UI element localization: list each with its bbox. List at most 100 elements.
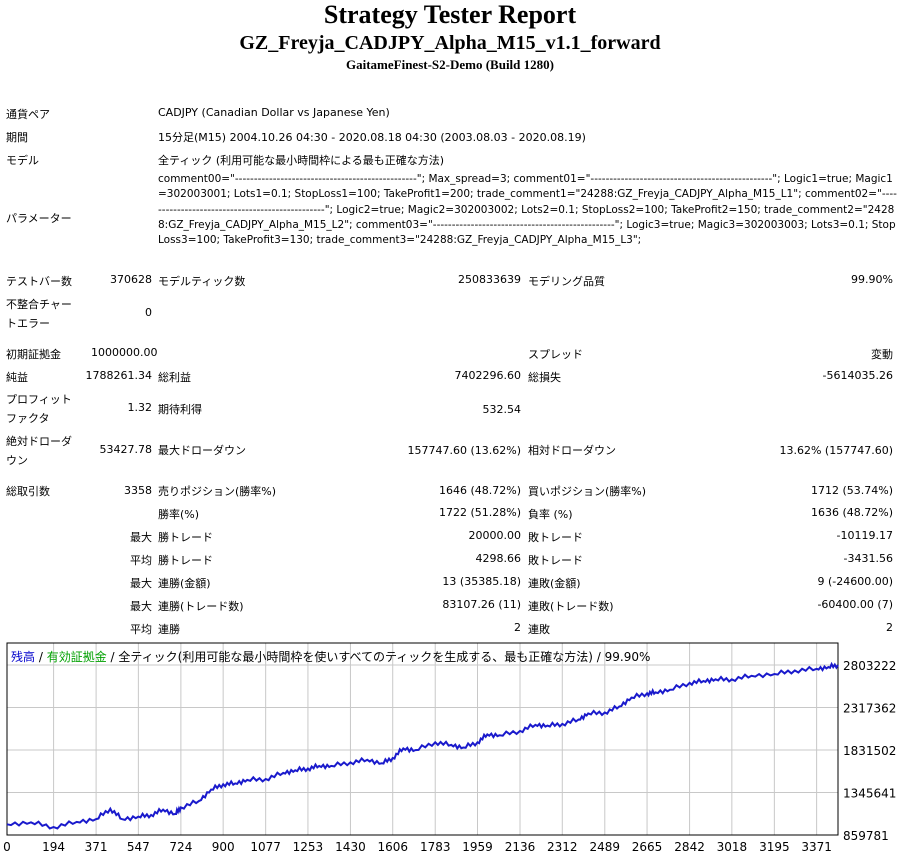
- long-value: 1712 (53.74%): [810, 484, 893, 497]
- max-word-3: 最大: [130, 600, 152, 613]
- params-label: パラメーター: [6, 212, 72, 225]
- cons-loss-amt-label: 連敗(金額): [528, 577, 581, 590]
- expected-value: 532.54: [482, 403, 522, 416]
- plot-border: [6, 642, 839, 836]
- legend-model: 全ティック(利用可能な最小時間枠を使いすべてのティックを生成する、最も正確な方法…: [118, 650, 651, 664]
- max-word-1: 最大: [130, 531, 152, 544]
- x-tick-label: 900: [212, 840, 235, 854]
- long-label: 買いポジション(勝率%): [528, 485, 647, 498]
- max-win-value: 20000.00: [468, 529, 522, 542]
- mismatch-label-2: トエラー: [6, 317, 50, 330]
- avg-cons-loss-value: 2: [886, 621, 893, 634]
- series-line-balance: [6, 661, 839, 830]
- model-value: 全ティック (利用可能な最小時間枠による最も正確な方法): [158, 154, 445, 167]
- chart-legend: 残高 / 有効証拠金 / 全ティック(利用可能な最小時間枠を使いすべてのティック…: [11, 648, 650, 665]
- gross-profit-value: 7402296.60: [454, 369, 521, 382]
- avg-win-label: 勝トレード: [158, 554, 213, 567]
- x-tick-label: 3371: [801, 840, 832, 854]
- x-tick-label: 2312: [547, 840, 578, 854]
- avg-loss-value: -3431.56: [843, 552, 893, 565]
- x-tick-label: 547: [127, 840, 150, 854]
- x-tick-label: 1606: [377, 840, 408, 854]
- rel-dd-value: 13.62% (157747.60): [779, 444, 893, 457]
- expected-label: 期待利得: [158, 403, 202, 416]
- x-tick-label: 0: [3, 840, 11, 854]
- avg-cons-win-label: 連勝: [158, 623, 180, 636]
- cons-wins-cnt-label: 連勝(トレード数): [158, 600, 244, 613]
- spread-label: スプレッド: [528, 348, 583, 361]
- x-tick-label: 371: [85, 840, 108, 854]
- win-label: 勝率(%): [158, 508, 200, 521]
- max-loss-value: -10119.17: [836, 529, 893, 542]
- win-value: 1722 (51.28%): [438, 506, 521, 519]
- max-loss-label: 敗トレード: [528, 531, 583, 544]
- y-tick-label: 859781: [843, 829, 889, 843]
- bars-label: テストバー数: [6, 275, 72, 288]
- legend-equity: 有効証拠金: [46, 650, 107, 664]
- y-tick-label: 1831502: [843, 744, 896, 758]
- trades-value: 3358: [124, 484, 152, 497]
- cons-loss-amt-value: 9 (-24600.00): [817, 575, 893, 588]
- quality-value: 99.90%: [851, 273, 893, 286]
- rel-dd-label: 相対ドローダウン: [528, 444, 616, 457]
- x-tick-label: 1077: [250, 840, 281, 854]
- period-value: 15分足(M15) 2004.10.26 04:30 - 2020.08.18 …: [158, 131, 586, 144]
- cons-wins-cnt-value: 83107.26 (11): [442, 598, 521, 611]
- server-name: GaitameFinest-S2-Demo (Build 1280): [346, 57, 554, 72]
- gross-profit-label: 総利益: [158, 371, 191, 384]
- x-tick-label: 1959: [462, 840, 493, 854]
- avg-word-1: 平均: [130, 554, 152, 567]
- x-tick-label: 2665: [632, 840, 663, 854]
- model-label: モデル: [6, 154, 39, 167]
- y-tick-label: 2803222: [843, 659, 896, 673]
- period-label: 期間: [6, 131, 28, 144]
- max-word-2: 最大: [130, 577, 152, 590]
- trades-label: 総取引数: [6, 485, 50, 498]
- short-value: 1646 (48.72%): [438, 484, 521, 497]
- avg-cons-win-value: 2: [514, 621, 521, 634]
- pf-value: 1.32: [127, 401, 153, 414]
- pf-label-1: プロフィット: [6, 393, 72, 406]
- mismatch-value: 0: [145, 306, 152, 319]
- abs-dd-label-2: ウン: [6, 454, 28, 467]
- spread-value: 変動: [871, 348, 893, 361]
- y-tick-label: 2317362: [843, 702, 896, 716]
- symbol-value: CADJPY (Canadian Dollar vs Japanese Yen): [158, 106, 390, 119]
- ticks-value: 250833639: [458, 273, 521, 286]
- x-tick-label: 724: [169, 840, 192, 854]
- max-win-label: 勝トレード: [158, 531, 213, 544]
- legend-sep-2: /: [106, 650, 119, 664]
- x-tick-label: 1430: [335, 840, 366, 854]
- gross-loss-value: -5614035.26: [822, 369, 893, 382]
- abs-dd-value: 53427.78: [99, 443, 153, 456]
- bars-value: 370628: [110, 273, 152, 286]
- avg-loss-label: 敗トレード: [528, 554, 583, 567]
- net-label: 純益: [6, 371, 28, 384]
- x-tick-label: 1783: [420, 840, 451, 854]
- ticks-label: モデルティック数: [158, 275, 246, 288]
- x-tick-label: 2489: [590, 840, 621, 854]
- legend-sep-1: /: [35, 650, 47, 664]
- avg-cons-loss-label: 連敗: [528, 623, 550, 636]
- params-value: comment00="-----------------------------…: [158, 173, 897, 247]
- net-value: 1788261.34: [85, 369, 152, 382]
- cons-wins-amt-value: 13 (35385.18): [442, 575, 521, 588]
- short-label: 売りポジション(勝率%): [158, 485, 277, 498]
- balance-chart: 0 194 371 547 724 900 1077 1253 1430 1606 1783 1959…: [3, 642, 896, 854]
- mismatch-label-1: 不整合チャー: [6, 298, 72, 311]
- cons-loss-cnt-label: 連敗(トレード数): [528, 600, 614, 613]
- avg-win-value: 4298.66: [475, 552, 522, 565]
- abs-dd-label-1: 絶対ドローダ: [6, 435, 72, 448]
- x-tick-label: 2842: [674, 840, 705, 854]
- avg-word-2: 平均: [130, 623, 152, 636]
- plot-frame: [6, 642, 839, 836]
- report-title: Strategy Tester Report: [323, 0, 577, 29]
- x-tick-label: 3195: [759, 840, 790, 854]
- max-dd-label: 最大ドローダウン: [158, 444, 246, 457]
- pf-label-2: ファクタ: [6, 412, 50, 425]
- loss-label: 負率 (%): [528, 508, 573, 521]
- y-tick-label: 1345641: [843, 787, 896, 801]
- ea-name: GZ_Freyja_CADJPY_Alpha_M15_v1.1_forward: [239, 32, 661, 54]
- cons-loss-cnt-value: -60400.00 (7): [817, 598, 893, 611]
- max-dd-value: 157747.60 (13.62%): [407, 444, 521, 457]
